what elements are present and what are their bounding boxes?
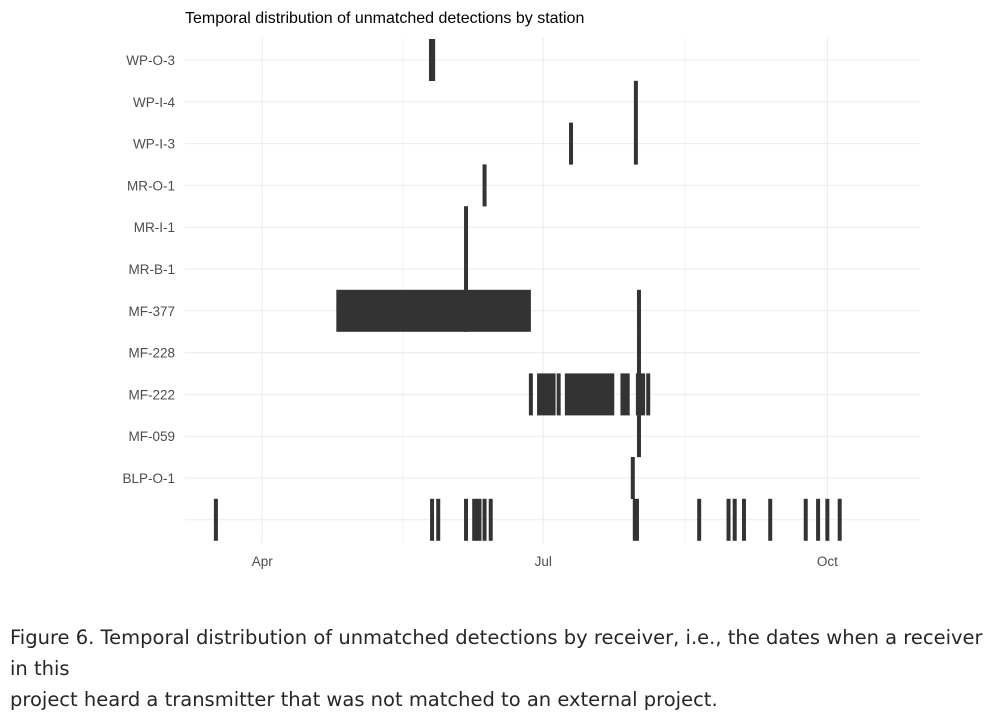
y-tick-label: MR-O-1 [127,178,175,193]
y-tick-label: WP-I-4 [133,95,175,110]
y-tick-label: MF-222 [128,387,175,402]
detection-bar [464,289,469,332]
detection-bar [556,373,561,416]
detection-bar [697,498,702,541]
detection-bar [482,164,487,207]
detection-bar [633,80,638,123]
x-tick-label: Apr [252,554,274,569]
detection-bar [635,373,646,416]
detection-bar [620,373,630,416]
detection-bar [336,289,531,332]
detection-bar [213,498,218,541]
x-axis-labels: Apr Jul Oct [252,554,838,569]
y-tick-label: MR-B-1 [129,262,176,277]
detection-bar [428,39,436,81]
detection-bar [482,498,487,541]
detection-bar [636,415,641,458]
y-axis-labels: WP-O-3 WP-I-4 WP-I-3 MR-O-1 MR-I-1 MR-B-1 MF-3… [122,53,175,486]
detection-bar [632,498,639,541]
timeline-chart: Temporal distribution of unmatched detec… [122,10,920,569]
detection-bar [464,498,469,541]
detection-bar [816,498,821,541]
y-tick-label: WP-O-3 [126,53,175,68]
detection-bar [464,206,469,249]
detection-bar [630,457,635,499]
y-tick-label: MF-059 [128,429,175,444]
detection-bar [636,289,641,332]
detection-bar [732,498,737,541]
detection-bar [636,331,641,374]
y-tick-label: MR-I-1 [134,220,175,235]
detection-bar [528,373,533,416]
caption-line-1: Figure 6. Temporal distribution of unmat… [10,626,983,680]
detection-bar [646,373,651,416]
detection-bar [837,498,842,541]
grid-layer [185,38,920,543]
y-tick-label: WP-I-3 [133,137,175,152]
detection-bar [768,498,773,541]
detection-bar [488,498,493,541]
detection-bar [537,373,556,416]
x-tick-label: Jul [535,554,552,569]
chart-figure: Temporal distribution of unmatched detec… [122,10,920,569]
detection-bar [564,373,615,416]
caption-line-2: project heard a transmitter that was not… [10,688,718,711]
detection-bar [741,498,746,541]
detection-bar [436,498,441,541]
figure-caption: Figure 6. Temporal distribution of unmat… [10,622,990,715]
x-tick-label: Oct [817,554,838,569]
y-tick-label: MF-377 [128,304,175,319]
detection-bar [803,498,808,541]
y-tick-label: MF-228 [128,346,175,361]
bars-layer [213,39,842,541]
y-tick-label: BLP-O-1 [122,471,175,486]
detection-bar [569,122,574,165]
detection-bar [825,498,830,541]
detection-bar [430,498,435,541]
chart-title: Temporal distribution of unmatched detec… [185,10,584,27]
detection-bar [472,498,482,541]
detection-bar [726,498,731,541]
detection-bar [633,122,638,165]
detection-bar [464,248,469,290]
